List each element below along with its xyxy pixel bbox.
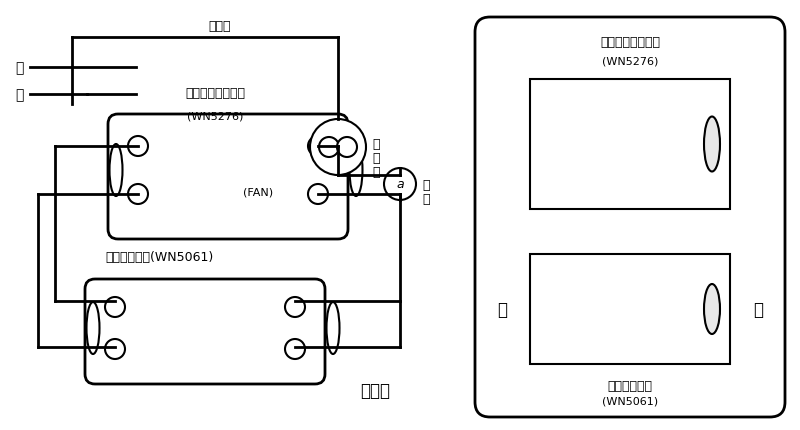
Ellipse shape [704, 284, 720, 334]
Circle shape [337, 138, 357, 158]
Text: 片切スイッチ(WN5061): 片切スイッチ(WN5061) [105, 250, 214, 264]
Text: 換
気
扇: 換 気 扇 [372, 138, 379, 178]
Text: a: a [396, 178, 404, 191]
Circle shape [384, 169, 416, 200]
Circle shape [105, 297, 125, 317]
Ellipse shape [326, 302, 339, 354]
Circle shape [128, 184, 148, 205]
Circle shape [128, 137, 148, 157]
Text: タイマースイッチ: タイマースイッチ [600, 36, 660, 49]
Bar [530, 80, 730, 209]
Text: (WN5276): (WN5276) [602, 56, 658, 66]
Text: 結線図: 結線図 [360, 381, 390, 399]
Text: (WN5276): (WN5276) [187, 112, 243, 122]
Circle shape [319, 138, 339, 158]
Ellipse shape [704, 117, 720, 172]
Circle shape [285, 297, 305, 317]
Text: 電: 電 [15, 61, 23, 75]
Circle shape [308, 137, 328, 157]
Text: 源: 源 [15, 88, 23, 102]
Ellipse shape [86, 302, 99, 354]
FancyBboxPatch shape [475, 18, 785, 417]
Text: (FAN): (FAN) [243, 187, 273, 197]
FancyBboxPatch shape [85, 280, 325, 384]
Text: 夜: 夜 [753, 300, 763, 318]
Ellipse shape [110, 144, 122, 197]
Bar [530, 255, 730, 364]
Text: 片切スイッチ: 片切スイッチ [607, 379, 653, 392]
Circle shape [308, 184, 328, 205]
Text: (WN5061): (WN5061) [602, 396, 658, 406]
Ellipse shape [350, 144, 362, 197]
Text: 昼: 昼 [497, 300, 507, 318]
Circle shape [105, 339, 125, 359]
Circle shape [310, 120, 366, 175]
Text: 接地側: 接地側 [209, 20, 231, 33]
Text: 照
明: 照 明 [422, 178, 430, 206]
Text: タイマースイッチ: タイマースイッチ [185, 87, 245, 100]
FancyBboxPatch shape [108, 115, 348, 240]
Circle shape [285, 339, 305, 359]
